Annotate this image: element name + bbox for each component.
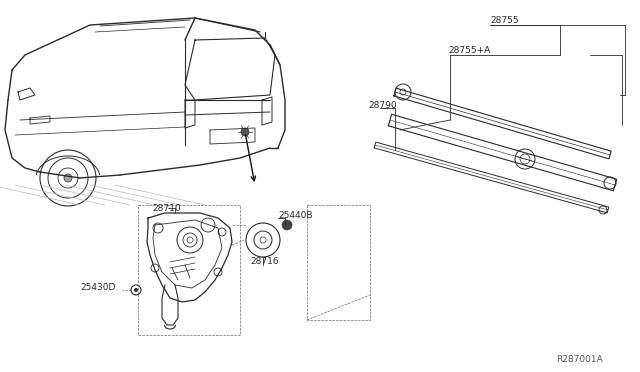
Text: 28716: 28716 — [250, 257, 278, 266]
Text: 25440B: 25440B — [278, 211, 312, 219]
Text: 28755: 28755 — [490, 16, 518, 25]
Circle shape — [134, 288, 138, 292]
Text: 25430D: 25430D — [80, 283, 115, 292]
Text: 28710: 28710 — [152, 203, 180, 212]
Circle shape — [64, 174, 72, 182]
Text: 28790: 28790 — [368, 100, 397, 109]
Text: 28755+A: 28755+A — [448, 45, 490, 55]
Text: R287001A: R287001A — [556, 356, 603, 365]
Circle shape — [241, 128, 249, 136]
Circle shape — [282, 220, 292, 230]
